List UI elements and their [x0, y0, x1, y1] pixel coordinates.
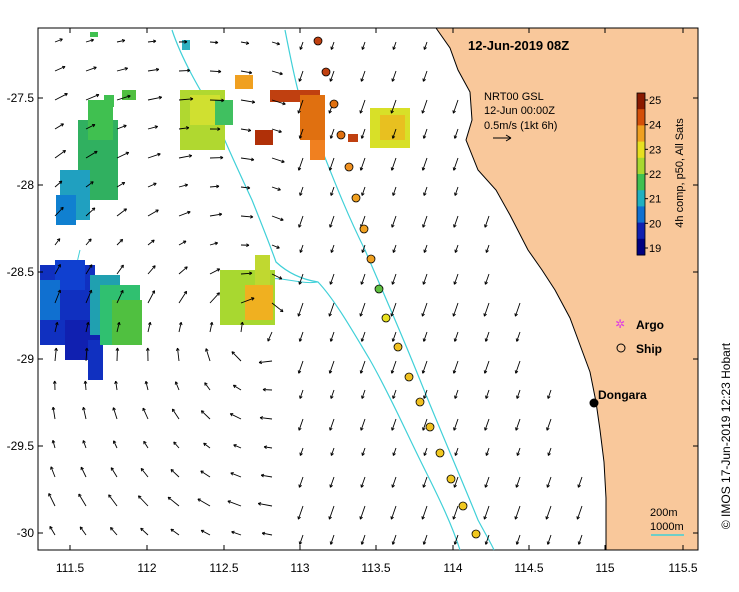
map-title: 12-Jun-2019 08Z — [468, 38, 569, 53]
colorbar-segment — [637, 125, 645, 143]
ship-obs — [336, 130, 346, 140]
y-tick-label: -28 — [17, 178, 35, 192]
colorbar-tick-label: 22 — [649, 169, 661, 181]
colorbar-segment — [637, 157, 645, 175]
ship-obs — [359, 224, 369, 234]
argo-icon: ✲ — [615, 317, 625, 331]
x-tick-label: 115 — [595, 561, 614, 575]
colorbar-tick-label: 21 — [649, 194, 661, 206]
ship-obs — [344, 162, 354, 172]
x-tick-label: 114 — [443, 561, 462, 575]
colorbar-tick-label: 24 — [649, 120, 661, 132]
colorbar-segment — [637, 206, 645, 224]
reference-arrow — [493, 134, 512, 142]
colorbar-tick-label: 23 — [649, 144, 661, 156]
annotation-line3: 0.5m/s (1kt 6h) — [484, 120, 557, 132]
x-tick-label: 111.5 — [56, 561, 85, 575]
ship-icon — [616, 343, 626, 353]
ship-obs — [425, 422, 435, 432]
colorbar-tick-label: 19 — [649, 243, 661, 255]
dongara-label: Dongara — [598, 388, 647, 402]
y-tick-label: -30 — [17, 526, 35, 540]
x-tick-label: 115.5 — [668, 561, 697, 575]
colorbar-segment — [637, 190, 645, 207]
ship-obs — [329, 99, 339, 109]
ship-obs — [446, 474, 456, 484]
legend-ship-label: Ship — [636, 342, 662, 356]
y-axis: -27.5 -28 -28.5 -29 -29.5 -30 — [7, 91, 698, 540]
x-tick-label: 113 — [290, 561, 309, 575]
scale-label-200m: 200m — [650, 507, 678, 519]
x-tick-label: 112.5 — [209, 561, 238, 575]
colorbar-segment — [637, 93, 645, 110]
ship-obs — [366, 254, 376, 264]
colorbar-tick-label: 20 — [649, 218, 661, 230]
colorbar-segment — [637, 109, 645, 126]
colorbar: 25 24 23 22 21 20 19 — [636, 92, 661, 256]
ship-obs — [393, 342, 403, 352]
annotation-line1: NRT00 GSL — [484, 91, 544, 103]
x-tick-label: 113.5 — [361, 561, 390, 575]
ship-obs — [374, 284, 384, 294]
ship-obs — [404, 372, 414, 382]
x-axis: 111.5 112 112.5 113 113.5 114 114.5 115 115.5 — [56, 28, 698, 575]
ship-obs — [415, 397, 425, 407]
y-tick-label: -29 — [17, 352, 35, 366]
ship-obs — [381, 313, 391, 323]
ship-track — [313, 36, 481, 539]
ship-obs — [321, 67, 331, 77]
credit-text: © IMOS 17-Jun-2019 12:23 Hobart — [719, 342, 733, 529]
x-tick-label: 112 — [137, 561, 156, 575]
current-vectors — [48, 38, 583, 545]
colorbar-segment — [637, 238, 645, 256]
y-tick-label: -27.5 — [7, 91, 35, 105]
scale-bar: 200m 1000m — [650, 507, 684, 536]
ship-obs — [458, 501, 468, 511]
legend: ✲ Argo Ship — [615, 317, 664, 356]
ship-obs — [351, 193, 361, 203]
x-tick-label: 114.5 — [514, 561, 543, 575]
colorbar-label: 4h comp, p50, All Sats — [674, 118, 686, 228]
annotation-line2: 12-Jun 00:00Z — [484, 105, 555, 117]
ship-obs — [313, 36, 323, 46]
legend-argo-label: Argo — [636, 318, 664, 332]
scale-label-1000m: 1000m — [650, 521, 684, 533]
colorbar-segment — [637, 222, 645, 240]
dongara-marker — [589, 398, 599, 408]
y-tick-label: -29.5 — [7, 439, 35, 453]
ship-obs — [435, 448, 445, 458]
colorbar-segment — [637, 174, 645, 191]
ship-obs — [471, 529, 481, 539]
land-mass — [435, 27, 699, 551]
colorbar-segment — [637, 141, 645, 159]
colorbar-tick-label: 25 — [649, 95, 661, 107]
y-tick-label: -28.5 — [7, 265, 35, 279]
